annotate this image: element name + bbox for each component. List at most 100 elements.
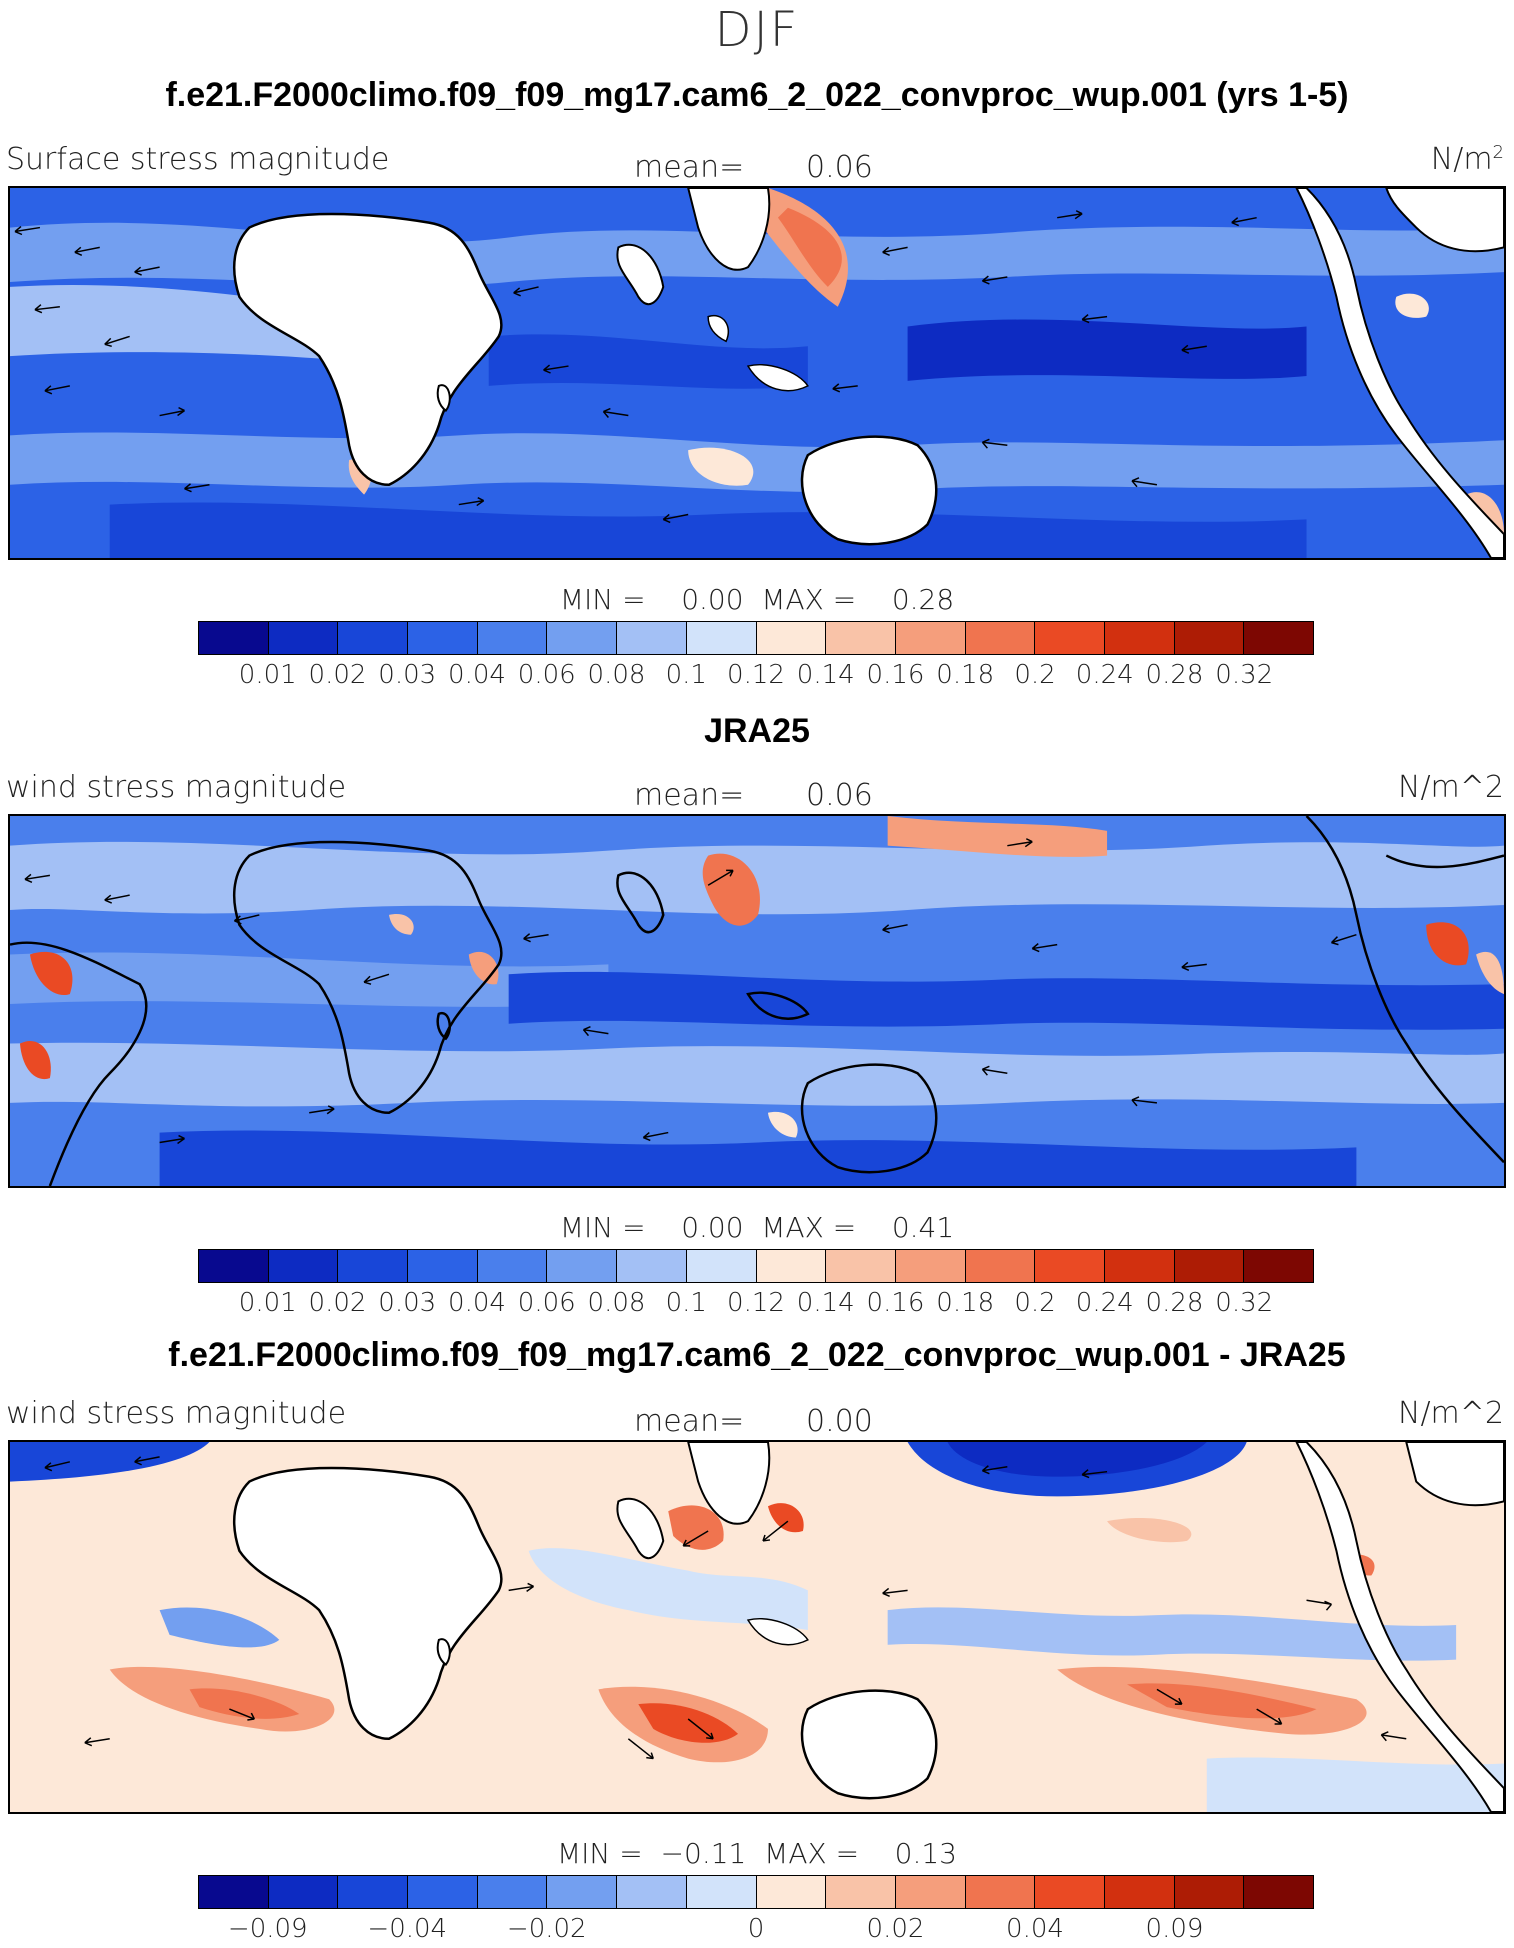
colorbar-tick-label: 0.09 xyxy=(1145,1914,1204,1944)
colorbar-swatch xyxy=(617,1250,687,1282)
colorbar-tick-label: 0.24 xyxy=(1075,660,1134,690)
colorbar-tick-label: 0.03 xyxy=(378,1288,437,1318)
panel-2-map xyxy=(8,814,1506,1188)
colorbar-tick-label: 0 xyxy=(747,1914,765,1944)
colorbar-tick-label: 0.1 xyxy=(665,1288,707,1318)
colorbar-tick-label: 0.14 xyxy=(796,1288,855,1318)
colorbar-tick-label: 0.06 xyxy=(517,1288,576,1318)
colorbar-tick-label: 0.04 xyxy=(448,660,506,690)
colorbar-swatch xyxy=(686,1876,757,1908)
colorbar-swatch xyxy=(199,622,269,654)
colorbar-swatch xyxy=(338,1250,409,1282)
colorbar-swatch xyxy=(199,1876,269,1908)
panel-1-colorbar xyxy=(198,621,1314,655)
colorbar-tick-label: 0.02 xyxy=(866,1914,925,1944)
page-title: DJF xyxy=(714,2,800,58)
panel-3-map-svg xyxy=(10,1442,1504,1812)
colorbar-swatch xyxy=(1104,622,1175,654)
colorbar-swatch xyxy=(477,1250,548,1282)
panel-2-mean-label: mean= xyxy=(634,778,745,813)
colorbar-swatch xyxy=(756,1250,827,1282)
colorbar-swatch xyxy=(338,1876,409,1908)
colorbar-swatch xyxy=(1174,1250,1245,1282)
colorbar-tick-label: 0.16 xyxy=(866,660,925,690)
colorbar-tick-label: 0.01 xyxy=(238,1288,297,1318)
colorbar-tick-label: 0.04 xyxy=(1006,1914,1064,1944)
colorbar-swatch xyxy=(1104,1876,1175,1908)
panel-2-heading: JRA25 xyxy=(704,712,810,750)
colorbar-swatch xyxy=(1174,1876,1245,1908)
panel-3-mean-value: 0.00 xyxy=(806,1404,873,1439)
colorbar-swatch xyxy=(1244,1250,1313,1282)
colorbar-swatch xyxy=(1244,622,1313,654)
panel-3-minmax: MIN = −0.11 MAX = 0.13 xyxy=(557,1837,957,1870)
panel-2-colorbar xyxy=(198,1249,1314,1283)
panel-2-map-svg xyxy=(10,816,1504,1186)
colorbar-tick-label: 0.08 xyxy=(587,660,646,690)
colorbar-tick-label: 0.16 xyxy=(866,1288,925,1318)
colorbar-tick-label: 0.1 xyxy=(665,660,707,690)
colorbar-swatch xyxy=(686,622,757,654)
colorbar-tick-label: 0.04 xyxy=(448,1288,506,1318)
colorbar-swatch xyxy=(1174,622,1245,654)
colorbar-swatch xyxy=(268,622,339,654)
panel-1-heading: f.e21.F2000climo.f09_f09_mg17.cam6_2_022… xyxy=(165,76,1349,114)
colorbar-swatch xyxy=(268,1250,339,1282)
colorbar-tick-label: 0.01 xyxy=(238,660,297,690)
panel-1-variable-label: Surface stress magnitude xyxy=(6,142,390,177)
panel-1-colorbar-ticks: 0.01 0.02 0.03 0.04 0.06 0.08 0.1 0.12 0.14 0.16 0… xyxy=(198,660,1314,694)
colorbar-tick-label: 0.02 xyxy=(308,660,367,690)
colorbar-swatch xyxy=(1104,1250,1175,1282)
colorbar-swatch xyxy=(1244,1876,1313,1908)
colorbar-tick-label: 0.14 xyxy=(796,660,855,690)
colorbar-tick-label: 0.2 xyxy=(1014,660,1056,690)
panel-1-map-svg xyxy=(10,188,1504,558)
colorbar-tick-label: 0.12 xyxy=(727,1288,785,1318)
colorbar-tick-label: 0.32 xyxy=(1215,660,1274,690)
panel-2-colorbar-ticks: 0.01 0.02 0.03 0.04 0.06 0.08 0.1 0.12 0.14 0.16 0… xyxy=(198,1288,1314,1322)
colorbar-swatch xyxy=(338,622,409,654)
colorbar-tick-label: −0.09 xyxy=(227,1914,308,1944)
colorbar-swatch xyxy=(895,1250,966,1282)
colorbar-tick-label: 0.02 xyxy=(308,1288,367,1318)
colorbar-tick-label: 0.2 xyxy=(1014,1288,1056,1318)
panel-1-mean-label: mean= xyxy=(634,150,745,185)
colorbar-swatch xyxy=(547,1876,618,1908)
colorbar-swatch xyxy=(756,622,827,654)
colorbar-tick-label: 0.06 xyxy=(517,660,576,690)
colorbar-swatch xyxy=(965,1876,1036,1908)
colorbar-tick-label: 0.12 xyxy=(727,660,785,690)
colorbar-tick-label: 0.08 xyxy=(587,1288,646,1318)
colorbar-swatch xyxy=(826,1876,896,1908)
panel-2-variable-label: wind stress magnitude xyxy=(6,770,347,805)
colorbar-swatch xyxy=(895,622,966,654)
colorbar-swatch xyxy=(477,1876,548,1908)
colorbar-tick-label: −0.02 xyxy=(506,1914,587,1944)
colorbar-tick-label: 0.32 xyxy=(1215,1288,1274,1318)
colorbar-tick-label: 0.28 xyxy=(1145,660,1204,690)
colorbar-swatch xyxy=(408,1250,478,1282)
panel-1-map xyxy=(8,186,1506,560)
colorbar-swatch xyxy=(1035,1250,1105,1282)
panel-3-units: N/m^2 xyxy=(1398,1396,1504,1431)
panel-3-mean-label: mean= xyxy=(634,1404,745,1439)
panel-1-units: N/m2 xyxy=(1430,142,1504,177)
colorbar-swatch xyxy=(617,1876,687,1908)
panel-2-units: N/m^2 xyxy=(1398,770,1504,805)
colorbar-swatch xyxy=(756,1876,827,1908)
colorbar-swatch xyxy=(826,1250,896,1282)
colorbar-swatch xyxy=(895,1876,966,1908)
panel-3-heading: f.e21.F2000climo.f09_f09_mg17.cam6_2_022… xyxy=(168,1336,1346,1374)
colorbar-swatch xyxy=(1035,622,1105,654)
panel-3-colorbar xyxy=(198,1875,1314,1909)
colorbar-tick-label: 0.28 xyxy=(1145,1288,1204,1318)
colorbar-swatch xyxy=(477,622,548,654)
colorbar-swatch xyxy=(686,1250,757,1282)
colorbar-swatch xyxy=(547,1250,618,1282)
colorbar-tick-label: 0.03 xyxy=(378,660,437,690)
colorbar-swatch xyxy=(965,1250,1036,1282)
panel-3-variable-label: wind stress magnitude xyxy=(6,1396,347,1431)
panel-3-map xyxy=(8,1440,1506,1814)
colorbar-swatch xyxy=(1035,1876,1105,1908)
colorbar-swatch xyxy=(617,622,687,654)
